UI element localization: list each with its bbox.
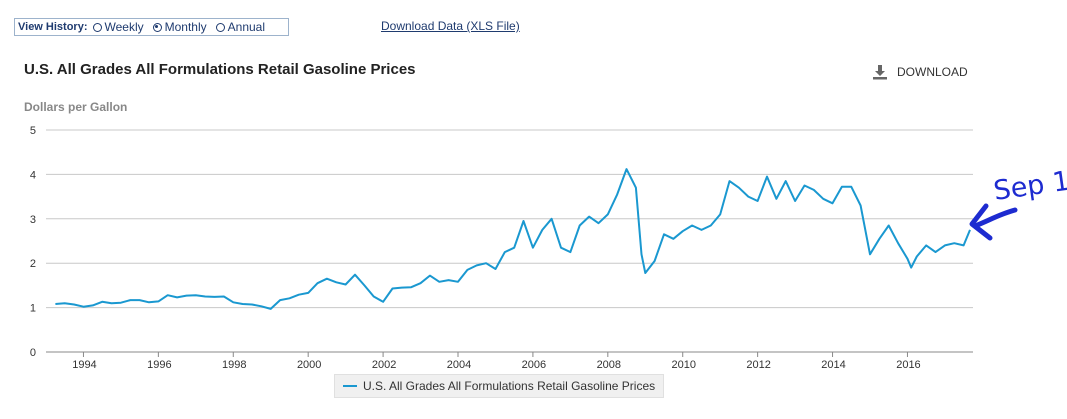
x-tick-label: 1994 [72, 359, 96, 371]
x-tick-label: 1996 [147, 359, 171, 371]
x-tick-label: 2012 [746, 359, 770, 371]
download-xls-link[interactable]: Download Data (XLS File) [381, 19, 520, 33]
radio-monthly-label: Monthly [164, 20, 207, 34]
y-tick-label: 5 [30, 125, 36, 137]
download-button[interactable]: DOWNLOAD [872, 64, 968, 80]
y-tick-label: 1 [30, 303, 36, 315]
y-tick-label: 2 [30, 258, 36, 270]
x-tick-label: 1998 [222, 359, 246, 371]
series-line [55, 168, 971, 310]
view-history-selector: View History: Weekly Monthly Annual [14, 18, 289, 36]
annotation-arrow-head [969, 203, 993, 241]
y-axis-units: Dollars per Gallon [24, 100, 128, 114]
x-tick-label: 2014 [821, 359, 845, 371]
x-tick-label: 2008 [597, 359, 621, 371]
chart-title: U.S. All Grades All Formulations Retail … [24, 61, 416, 78]
legend-label: U.S. All Grades All Formulations Retail … [363, 379, 656, 393]
view-history-label: View History: [18, 21, 88, 33]
download-label: DOWNLOAD [897, 65, 968, 79]
radio-annual-label: Annual [227, 20, 266, 34]
x-tick-label: 2010 [671, 359, 695, 371]
x-tick-label: 2000 [297, 359, 321, 371]
x-tick-label: 2016 [896, 359, 920, 371]
radio-circle-icon [215, 22, 225, 32]
radio-weekly[interactable]: Weekly [92, 20, 144, 34]
download-icon [873, 65, 887, 80]
legend-swatch [343, 385, 357, 387]
radio-circle-checked-icon [152, 22, 162, 32]
x-tick-label: 2006 [522, 359, 546, 371]
y-tick-label: 0 [30, 347, 36, 359]
radio-annual[interactable]: Annual [215, 20, 266, 34]
radio-monthly[interactable]: Monthly [152, 20, 207, 34]
legend-item[interactable]: U.S. All Grades All Formulations Retail … [334, 374, 664, 398]
radio-weekly-label: Weekly [104, 20, 144, 34]
x-tick-label: 2002 [372, 359, 396, 371]
x-tick-label: 2004 [447, 359, 471, 371]
y-tick-label: 4 [30, 169, 36, 181]
radio-circle-icon [92, 22, 102, 32]
annotation-text: Sep 17 [992, 163, 1067, 207]
y-tick-label: 3 [30, 214, 36, 226]
annotation-arrow-shaft [972, 207, 1018, 229]
